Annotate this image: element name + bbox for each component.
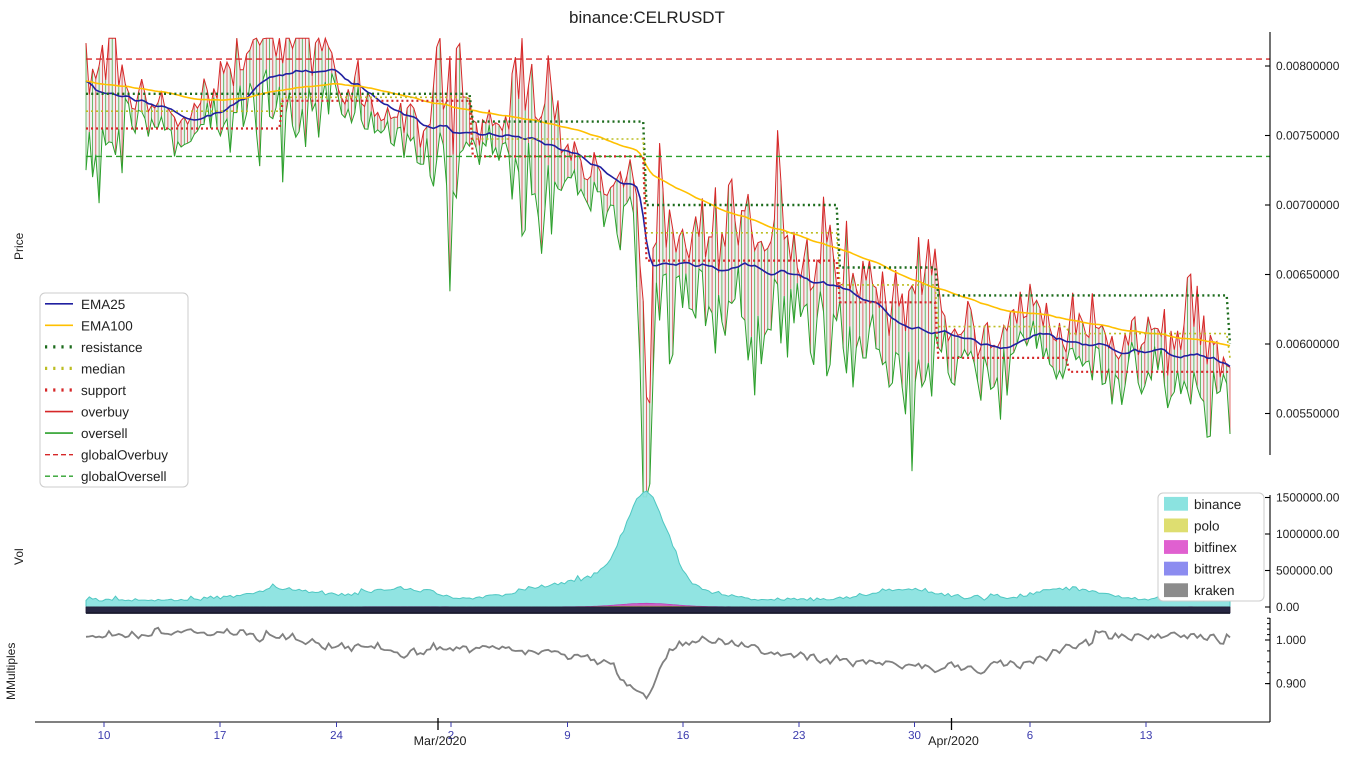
svg-text:resistance: resistance: [81, 340, 143, 355]
svg-text:support: support: [81, 383, 126, 398]
svg-text:bitfinex: bitfinex: [1194, 540, 1237, 555]
svg-text:1.000: 1.000: [1276, 633, 1306, 647]
svg-text:EMA100: EMA100: [81, 318, 133, 333]
svg-text:bittrex: bittrex: [1194, 562, 1231, 577]
svg-text:polo: polo: [1194, 518, 1220, 533]
svg-text:binance: binance: [1194, 497, 1241, 512]
svg-text:0.00600000: 0.00600000: [1276, 337, 1340, 351]
svg-text:23: 23: [793, 730, 806, 742]
svg-text:1000000.00: 1000000.00: [1276, 527, 1340, 541]
svg-text:Mar/2020: Mar/2020: [414, 734, 467, 748]
svg-text:oversell: oversell: [81, 426, 128, 441]
svg-text:13: 13: [1140, 730, 1153, 742]
svg-text:0.00550000: 0.00550000: [1276, 407, 1340, 421]
svg-text:kraken: kraken: [1194, 583, 1235, 598]
svg-text:17: 17: [214, 730, 227, 742]
svg-text:9: 9: [564, 730, 570, 742]
svg-text:1500000.00: 1500000.00: [1276, 491, 1340, 505]
svg-text:0.00750000: 0.00750000: [1276, 129, 1340, 143]
svg-text:10: 10: [98, 730, 111, 742]
svg-text:30: 30: [908, 730, 921, 742]
svg-text:0.00: 0.00: [1276, 600, 1300, 614]
svg-text:0.00800000: 0.00800000: [1276, 59, 1340, 73]
svg-text:globalOversell: globalOversell: [81, 469, 167, 484]
svg-text:Apr/2020: Apr/2020: [928, 734, 979, 748]
svg-text:0.900: 0.900: [1276, 677, 1306, 691]
svg-text:0.00650000: 0.00650000: [1276, 268, 1340, 282]
svg-text:24: 24: [330, 730, 343, 742]
svg-text:EMA25: EMA25: [81, 297, 125, 312]
svg-text:6: 6: [1027, 730, 1033, 742]
svg-text:median: median: [81, 361, 125, 376]
svg-text:500000.00: 500000.00: [1276, 564, 1333, 578]
svg-text:16: 16: [677, 730, 690, 742]
svg-text:0.00700000: 0.00700000: [1276, 198, 1340, 212]
svg-text:globalOverbuy: globalOverbuy: [81, 448, 168, 463]
svg-text:overbuy: overbuy: [81, 405, 129, 420]
